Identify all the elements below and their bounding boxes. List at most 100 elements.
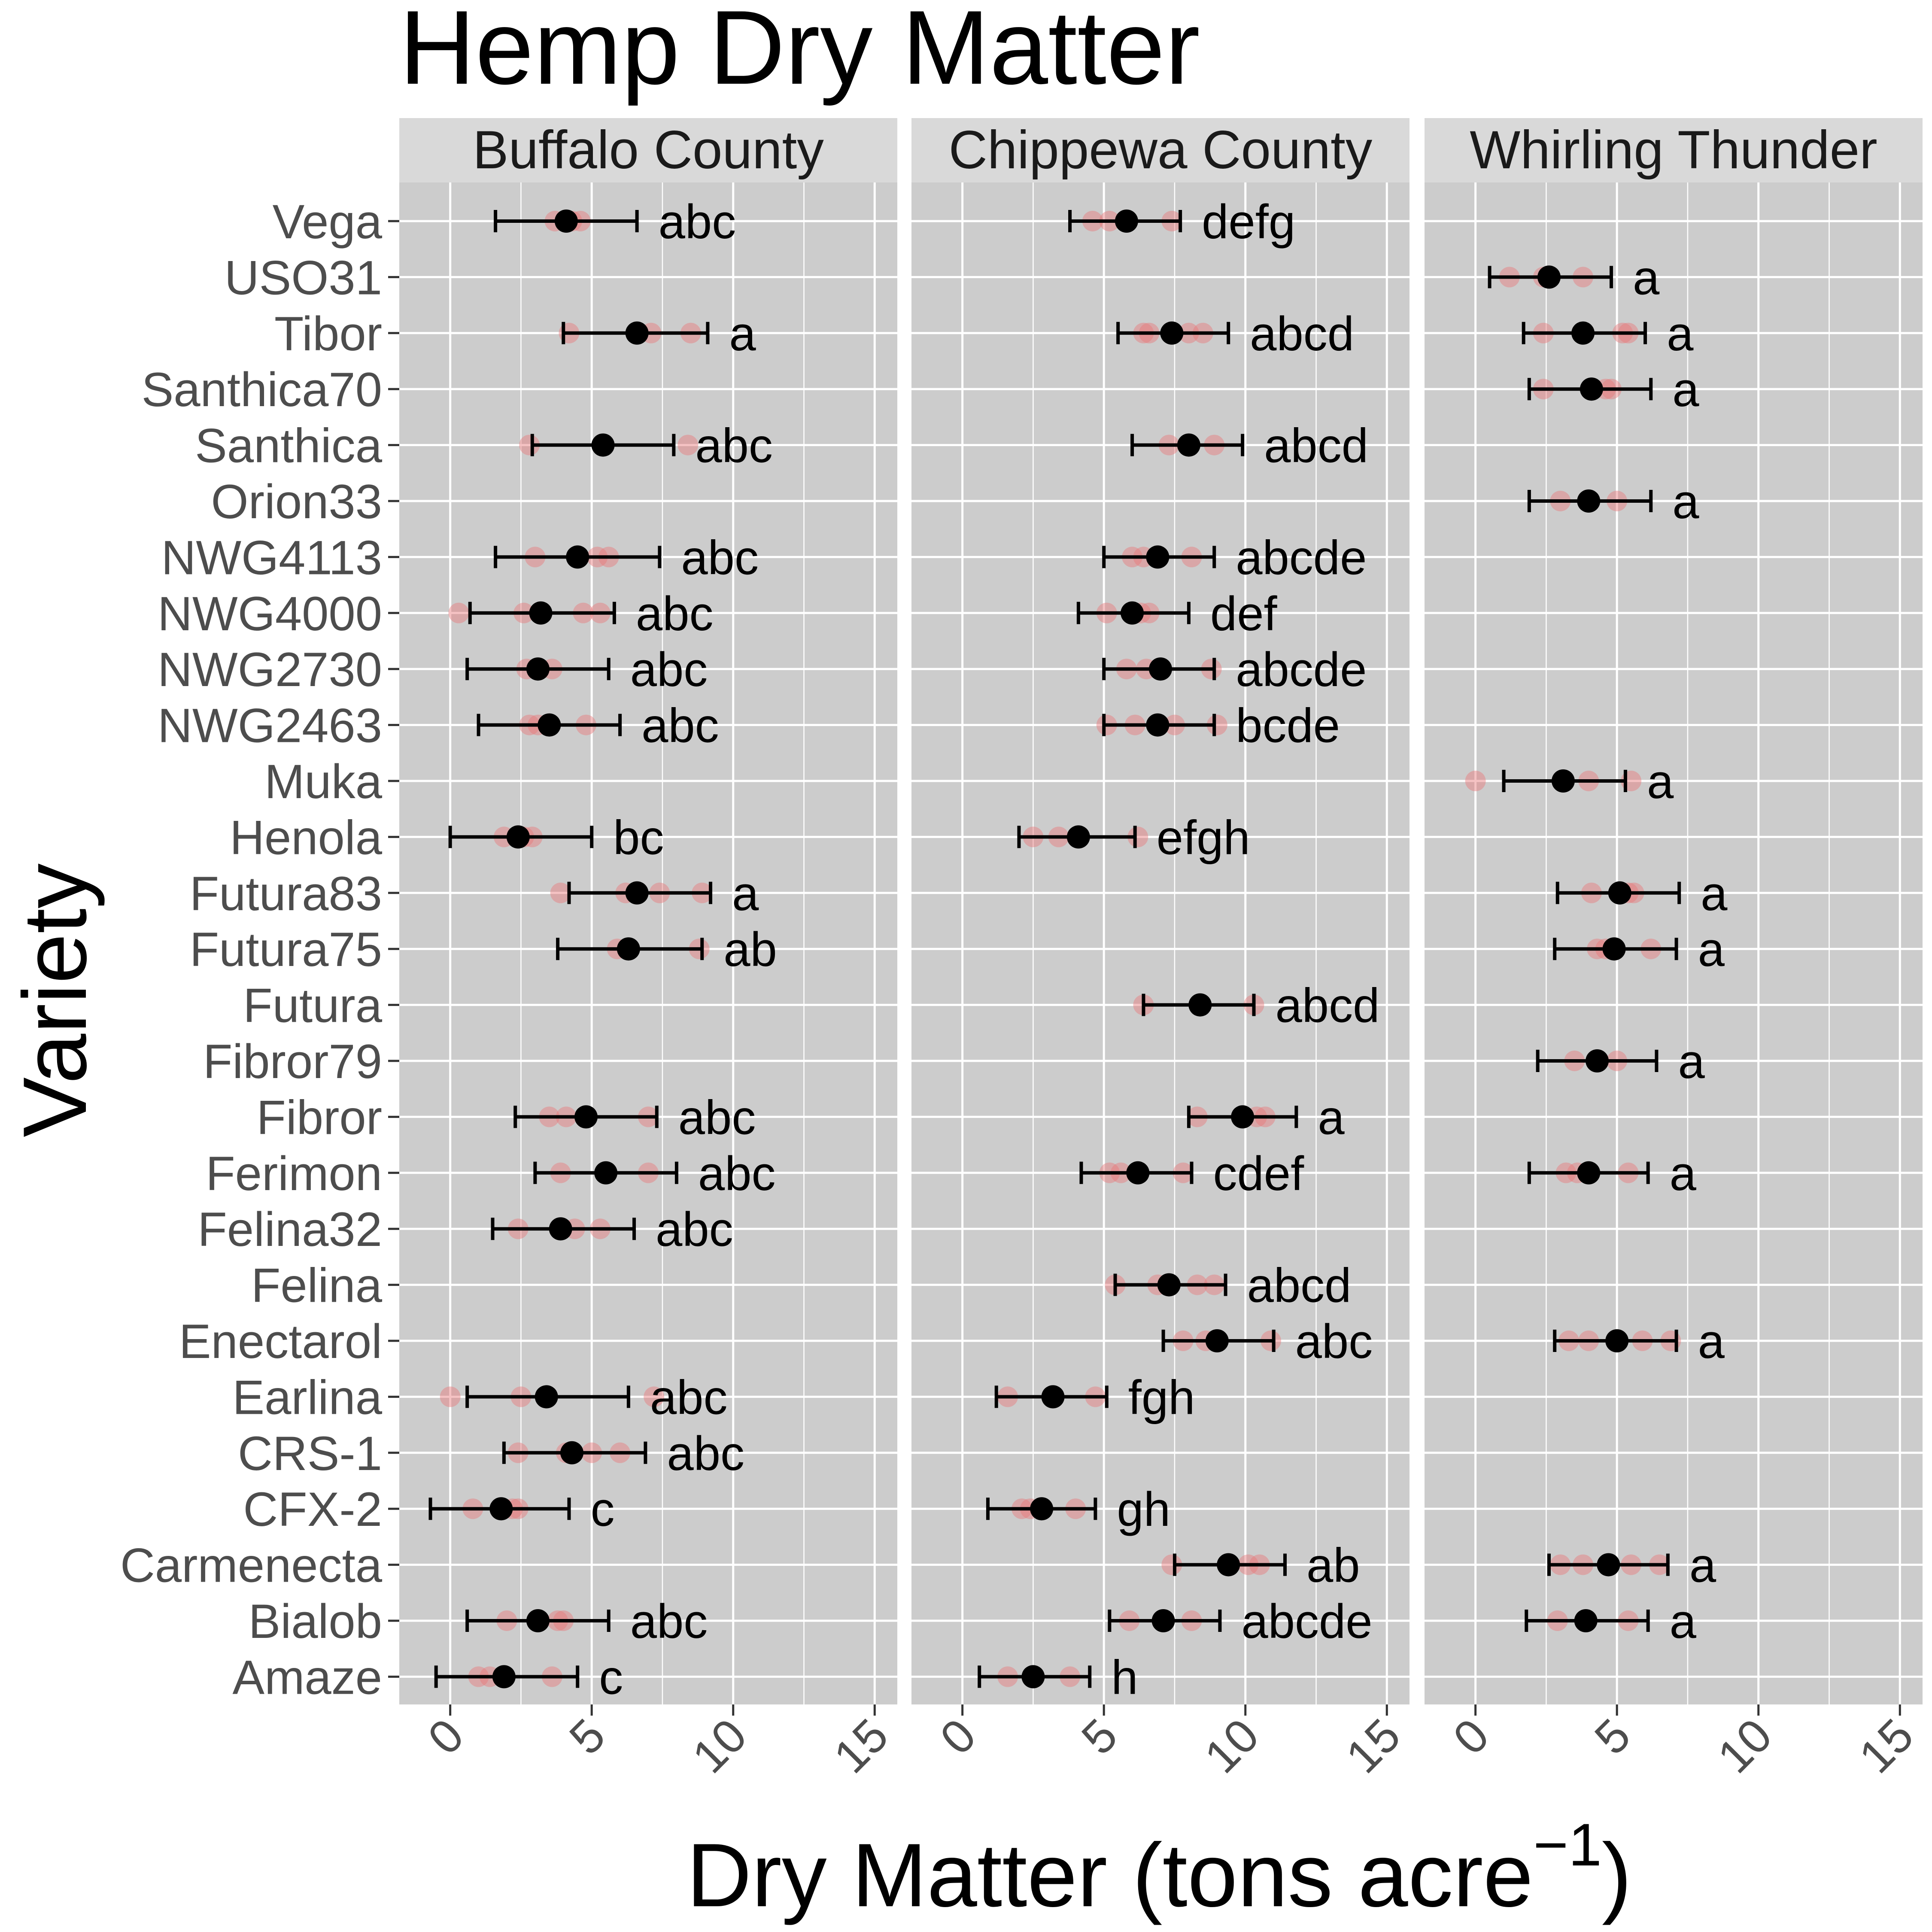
significance-letters: abc xyxy=(695,419,773,473)
mean-point xyxy=(1030,1497,1054,1521)
facet-strip-label: Whirling Thunder xyxy=(1470,120,1877,180)
mean-point xyxy=(1126,1161,1150,1185)
mean-point xyxy=(529,601,553,625)
significance-letters: abc xyxy=(681,531,759,584)
panel-background xyxy=(399,182,897,1704)
y-tick-label: Henola xyxy=(230,811,383,864)
y-tick-label: Enectarol xyxy=(179,1315,382,1368)
mean-point xyxy=(1066,825,1090,849)
mean-point xyxy=(1160,321,1184,345)
mean-point xyxy=(489,1497,513,1521)
replicate-point xyxy=(1465,771,1486,791)
mean-point xyxy=(625,881,649,905)
y-axis: VegaUSO31TiborSanthica70SanthicaOrion33N… xyxy=(120,195,399,1704)
replicate-point xyxy=(519,434,540,456)
significance-letters: a xyxy=(1667,307,1694,361)
mean-point xyxy=(492,1665,516,1689)
y-tick-label: Orion33 xyxy=(211,475,382,529)
mean-point xyxy=(574,1105,598,1129)
y-tick-label: Felina32 xyxy=(197,1203,382,1256)
mean-point xyxy=(1157,1273,1181,1297)
mean-point xyxy=(1537,265,1561,289)
replicate-point xyxy=(1206,714,1227,735)
panel-background xyxy=(1425,182,1923,1704)
significance-letters: efgh xyxy=(1157,811,1250,864)
significance-letters: a xyxy=(1318,1091,1345,1144)
significance-letters: a xyxy=(1678,1035,1705,1088)
significance-letters: abc xyxy=(678,1091,756,1144)
y-tick-label: Fibror79 xyxy=(203,1035,382,1088)
replicate-point xyxy=(1127,826,1148,848)
facet-strip xyxy=(1425,118,1923,182)
y-tick-label: Felina xyxy=(251,1259,383,1312)
y-tick-label: Bialob xyxy=(249,1595,382,1648)
significance-letters: abcd xyxy=(1276,979,1380,1033)
mean-point xyxy=(566,545,589,569)
significance-letters: a xyxy=(1701,867,1728,920)
facet-strip-label: Buffalo County xyxy=(473,120,824,180)
mean-point xyxy=(506,825,530,849)
panel-background xyxy=(911,182,1410,1704)
significance-letters: a xyxy=(729,307,756,361)
mean-point xyxy=(1021,1665,1045,1689)
mean-point xyxy=(1041,1385,1065,1409)
significance-letters: bcde xyxy=(1236,699,1340,753)
mean-point xyxy=(1605,1329,1629,1352)
mean-point xyxy=(1577,489,1601,513)
y-tick-label: CFX-2 xyxy=(243,1482,382,1536)
significance-letters: def xyxy=(1210,587,1278,641)
replicate-point xyxy=(550,882,571,903)
significance-letters: c xyxy=(590,1482,614,1536)
significance-letters: abcd xyxy=(1264,419,1368,473)
significance-letters: abc xyxy=(698,1147,776,1200)
x-axis-label: Dry Matter (tons acre−1) xyxy=(687,1811,1632,1926)
mean-point xyxy=(1551,769,1575,793)
significance-letters: ab xyxy=(1306,1539,1360,1592)
significance-letters: abc xyxy=(641,699,719,753)
mean-point xyxy=(1149,657,1172,681)
significance-letters: abc xyxy=(656,1203,733,1256)
y-tick-label: Amaze xyxy=(232,1650,382,1704)
mean-point xyxy=(1580,377,1603,401)
mean-point xyxy=(549,1217,572,1241)
significance-letters: bc xyxy=(613,811,664,864)
significance-letters: abc xyxy=(650,1370,728,1424)
significance-letters: ab xyxy=(723,923,777,976)
mean-point xyxy=(560,1441,584,1464)
mean-point xyxy=(1121,601,1144,625)
y-tick-label: Muka xyxy=(264,755,383,808)
mean-point xyxy=(1571,321,1595,345)
y-tick-label: NWG2463 xyxy=(158,699,382,753)
significance-letters: abc xyxy=(659,195,736,249)
y-axis-label: Variety xyxy=(4,863,105,1137)
significance-letters: a xyxy=(1689,1539,1716,1592)
significance-letters: a xyxy=(1670,1147,1697,1200)
mean-point xyxy=(1608,881,1631,905)
significance-letters: a xyxy=(1698,1315,1725,1368)
mean-point xyxy=(554,210,578,233)
y-tick-label: Santhica xyxy=(195,419,383,473)
mean-point xyxy=(1577,1161,1601,1185)
significance-letters: abc xyxy=(636,587,714,641)
y-tick-label: Tibor xyxy=(274,307,382,361)
mean-point xyxy=(617,937,640,961)
mean-point xyxy=(625,321,649,345)
mean-point xyxy=(1177,433,1200,457)
significance-letters: abc xyxy=(1295,1315,1373,1368)
mean-point xyxy=(1188,993,1212,1017)
mean-point xyxy=(1146,545,1170,569)
mean-point xyxy=(1151,1609,1175,1632)
y-tick-label: Vega xyxy=(273,195,383,249)
replicate-point xyxy=(448,602,469,623)
y-tick-label: NWG4000 xyxy=(158,587,382,641)
significance-letters: c xyxy=(599,1650,623,1704)
y-tick-label: NWG4113 xyxy=(161,531,382,584)
significance-letters: fgh xyxy=(1128,1370,1195,1424)
significance-letters: abc xyxy=(630,1595,708,1648)
significance-letters: abcd xyxy=(1250,307,1354,361)
x-axis-label-main: Dry Matter (tons acre xyxy=(687,1825,1533,1926)
